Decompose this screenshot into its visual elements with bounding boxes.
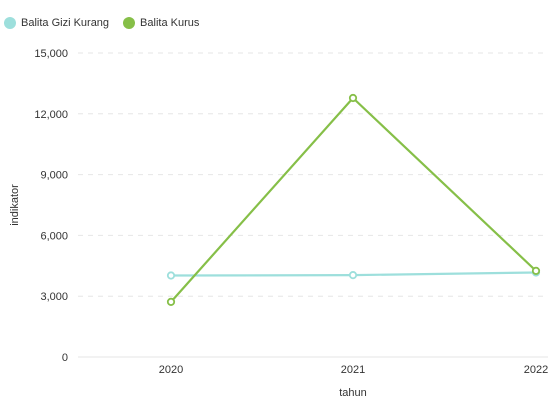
- legend-swatch-balita-gizi-kurang: [4, 17, 16, 29]
- data-point-balita-kurus[interactable]: [531, 266, 541, 275]
- series-group: [166, 93, 541, 306]
- legend-swatch-balita-kurus: [123, 17, 136, 29]
- legend-label-balita-kurus: Balita Kurus: [140, 17, 200, 29]
- y-tick-label: 12,000: [34, 109, 68, 121]
- legend: Balita Gizi Kurang Balita Kurus: [4, 14, 213, 32]
- y-tick-label: 6,000: [40, 230, 68, 242]
- legend-item-balita-gizi-kurang[interactable]: Balita Gizi Kurang: [4, 17, 109, 29]
- y-tick-label: 9,000: [40, 170, 68, 182]
- legend-item-balita-kurus[interactable]: Balita Kurus: [123, 17, 199, 29]
- data-point-balita-gizi-kurang[interactable]: [348, 271, 358, 280]
- data-point-balita-kurus[interactable]: [166, 297, 176, 306]
- grid-lines: [78, 52, 548, 358]
- x-axis: 2020 2021 2022: [159, 364, 548, 376]
- y-axis: 0 3,000 6,000 9,000 12,000 15,000: [34, 48, 68, 364]
- data-point-balita-gizi-kurang[interactable]: [166, 271, 176, 280]
- x-tick-label: 2021: [341, 364, 365, 376]
- data-point-balita-kurus[interactable]: [348, 93, 358, 103]
- y-tick-label: 15,000: [34, 48, 68, 60]
- legend-label-balita-gizi-kurang: Balita Gizi Kurang: [21, 17, 110, 29]
- y-tick-label: 3,000: [40, 291, 68, 303]
- x-tick-label: 2020: [159, 364, 183, 376]
- y-axis-title: indikator: [9, 184, 21, 226]
- y-tick-label: 0: [62, 352, 68, 364]
- x-tick-label: 2022: [524, 364, 548, 376]
- x-axis-title: tahun: [339, 387, 367, 399]
